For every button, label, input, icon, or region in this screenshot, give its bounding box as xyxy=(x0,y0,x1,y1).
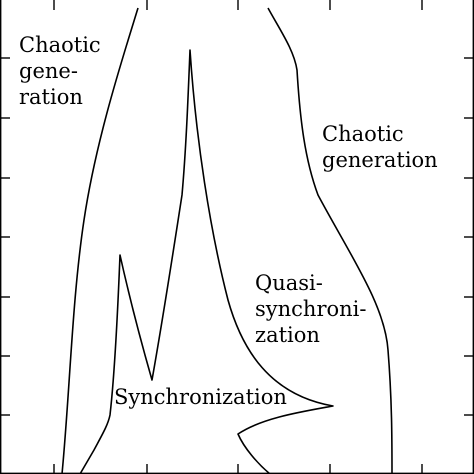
label-quasi-line1: Quasi- xyxy=(255,271,323,295)
bottom-axis-ticks xyxy=(53,464,423,474)
label-synchronization-line1: Synchronization xyxy=(114,385,287,409)
right-axis-ticks xyxy=(464,57,474,416)
label-chaotic-left-line1: Chaotic xyxy=(19,33,101,57)
label-chaotic-right-line2: generation xyxy=(322,148,438,172)
label-synchronization: Synchronization xyxy=(114,385,287,409)
left-axis-ticks xyxy=(0,57,10,416)
label-chaotic-left: Chaotic gene- ration xyxy=(19,33,107,109)
label-chaotic-left-line2: gene- xyxy=(19,59,78,83)
synchronization-boundary-curve xyxy=(79,49,334,474)
top-axis-ticks xyxy=(53,0,423,10)
right-boundary-curve xyxy=(267,7,393,474)
label-quasi-synchronization: Quasi- synchroni- zation xyxy=(255,271,373,347)
label-quasi-line2: synchroni- xyxy=(255,297,366,321)
label-chaotic-right: Chaotic generation xyxy=(322,122,438,172)
left-boundary-curve xyxy=(61,7,139,474)
label-chaotic-right-line1: Chaotic xyxy=(322,122,404,146)
label-chaotic-left-line3: ration xyxy=(19,85,83,109)
label-quasi-line3: zation xyxy=(255,323,320,347)
